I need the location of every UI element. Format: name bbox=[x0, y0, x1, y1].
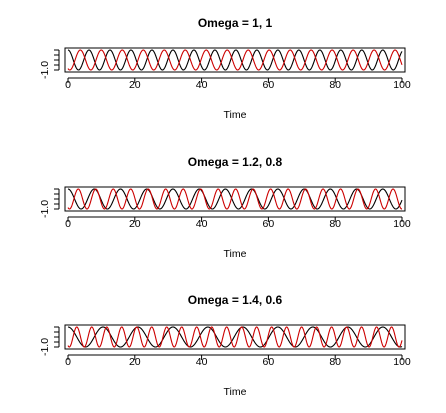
x-axis-label: Time bbox=[224, 109, 247, 121]
chart-title: Omega = 1.4, 0.6 bbox=[188, 293, 283, 307]
x-tick-label: 40 bbox=[196, 356, 208, 368]
x-tick-label: 0 bbox=[65, 218, 71, 230]
series-line-2 bbox=[67, 188, 402, 210]
x-tick-label: 0 bbox=[65, 356, 71, 368]
x-tick-label: 20 bbox=[129, 356, 141, 368]
x-tick-label: 100 bbox=[393, 79, 411, 91]
x-tick-label: 20 bbox=[129, 218, 141, 230]
x-tick-label: 60 bbox=[263, 218, 275, 230]
x-tick-label: 60 bbox=[263, 356, 275, 368]
plot-frame bbox=[64, 324, 406, 350]
y-tick-label: -1.0 bbox=[39, 61, 51, 79]
x-axis-label: Time bbox=[224, 248, 247, 260]
x-tick-label: 80 bbox=[329, 356, 341, 368]
x-tick-label: 20 bbox=[129, 79, 141, 91]
x-axis-label: Time bbox=[224, 386, 247, 398]
series-line-1 bbox=[67, 188, 403, 210]
x-tick-label: 80 bbox=[329, 218, 341, 230]
y-tick-label: -1.0 bbox=[39, 200, 51, 218]
plot-frame bbox=[64, 47, 406, 73]
chart-title: Omega = 1.2, 0.8 bbox=[188, 155, 283, 169]
x-tick-label: 40 bbox=[196, 218, 208, 230]
chart-title: Omega = 1, 1 bbox=[198, 16, 273, 30]
x-tick-label: 100 bbox=[393, 356, 411, 368]
chart-panel-3: Omega = 1.4, 0.6 0 20 40 60 80 100 -1.0 Time bbox=[39, 293, 411, 398]
y-tick-label: -1.0 bbox=[39, 338, 51, 356]
series-line-2 bbox=[67, 326, 403, 348]
x-tick-label: 40 bbox=[196, 79, 208, 91]
plot-frame bbox=[64, 186, 406, 212]
x-tick-label: 100 bbox=[393, 218, 411, 230]
series-line-2 bbox=[67, 49, 403, 71]
x-tick-label: 0 bbox=[65, 79, 71, 91]
chart-panel-2: Omega = 1.2, 0.8 0 20 40 60 80 100 -1.0 Time bbox=[39, 155, 411, 260]
x-tick-label: 80 bbox=[329, 79, 341, 91]
x-tick-label: 60 bbox=[263, 79, 275, 91]
chart-panel-1: Omega = 1, 1 0 20 40 60 80 100 -1.0 Time bbox=[39, 16, 411, 121]
series-line-1 bbox=[67, 49, 403, 71]
